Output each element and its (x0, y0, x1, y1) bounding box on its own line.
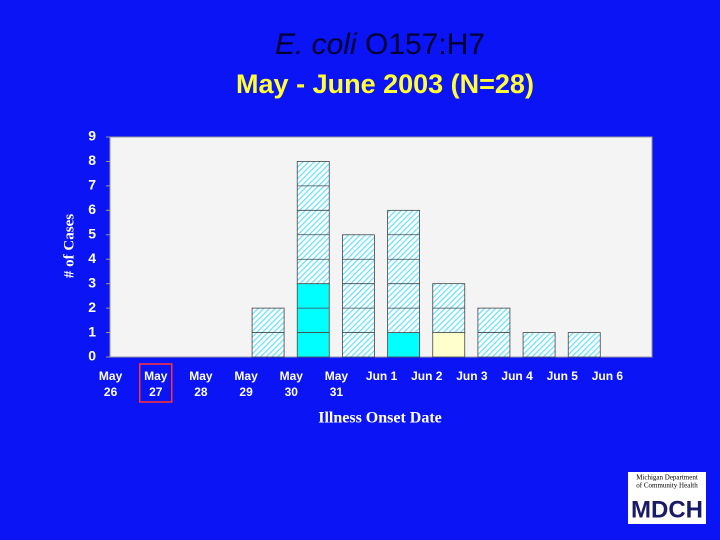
highlight-box (139, 363, 173, 403)
x-tick-label: Jun 3 (456, 369, 488, 383)
x-tick-label: May 29 (234, 369, 258, 399)
x-tick-label: May 30 (279, 369, 303, 399)
x-tick-label: Jun 2 (411, 369, 443, 383)
x-tick-label: Jun 6 (591, 369, 624, 383)
y-tick-label: 4 (88, 250, 96, 266)
y-axis-label: # of Cases (61, 214, 77, 278)
x-tick-label: May 27 (144, 369, 168, 399)
x-tick-label: May 26 (98, 369, 123, 399)
y-tick-label: 7 (88, 177, 96, 193)
bar-segment (296, 283, 330, 358)
x-tick-label: Jun 4 (501, 369, 533, 383)
bar-segment (567, 332, 601, 358)
logo-line: of Community Health (636, 482, 698, 490)
chart-subtitle: May - June 2003 (N=28) (236, 69, 534, 99)
x-tick-label: May 28 (189, 369, 213, 399)
bar-segment (342, 234, 375, 358)
y-tick-label: 0 (88, 348, 96, 364)
x-tick-label: Jun 1 (365, 369, 398, 383)
plot-area (109, 136, 653, 358)
title-italic: E. coli (275, 28, 358, 61)
y-tick-label: 1 (88, 323, 96, 339)
x-tick-label: May 31 (324, 369, 349, 399)
y-tick-label: 2 (88, 299, 96, 315)
bar-segment (432, 332, 466, 358)
title-rest: O157:H7 (365, 28, 485, 61)
bar-segment (387, 332, 420, 358)
logo-line: Michigan Department (636, 474, 698, 482)
x-axis-label: Illness Onset Date (318, 410, 442, 427)
y-tick-label: 5 (88, 225, 96, 241)
y-tick-label: 9 (88, 128, 96, 144)
logo-text: MDCH (631, 496, 703, 523)
x-tick-label: Jun 5 (546, 369, 578, 383)
y-tick-label: 6 (88, 201, 96, 217)
y-tick-label: 3 (88, 274, 96, 290)
bar-segment (522, 332, 556, 358)
bar-segment (296, 161, 330, 285)
bar-segment (387, 209, 420, 333)
chart-title: E. coli O157:H7 (275, 28, 485, 61)
y-tick-label: 8 (88, 152, 96, 168)
logo-box (628, 472, 706, 524)
